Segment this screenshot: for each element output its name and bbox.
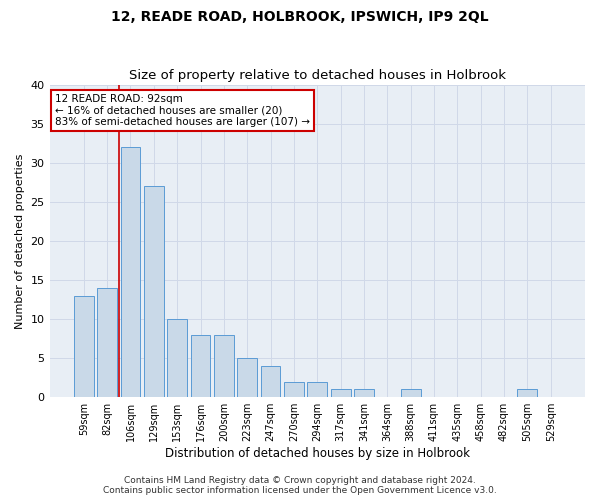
Bar xyxy=(284,382,304,397)
Text: 12 READE ROAD: 92sqm
← 16% of detached houses are smaller (20)
83% of semi-detac: 12 READE ROAD: 92sqm ← 16% of detached h… xyxy=(55,94,310,127)
Bar xyxy=(238,358,257,397)
Bar xyxy=(144,186,164,397)
Bar xyxy=(214,334,234,397)
Title: Size of property relative to detached houses in Holbrook: Size of property relative to detached ho… xyxy=(129,69,506,82)
Bar xyxy=(167,319,187,397)
Bar xyxy=(331,390,350,397)
Bar xyxy=(354,390,374,397)
Bar xyxy=(121,147,140,397)
Text: 12, READE ROAD, HOLBROOK, IPSWICH, IP9 2QL: 12, READE ROAD, HOLBROOK, IPSWICH, IP9 2… xyxy=(111,10,489,24)
Y-axis label: Number of detached properties: Number of detached properties xyxy=(15,153,25,328)
Bar xyxy=(97,288,117,397)
Bar xyxy=(74,296,94,397)
Bar xyxy=(260,366,280,397)
Bar xyxy=(191,334,211,397)
X-axis label: Distribution of detached houses by size in Holbrook: Distribution of detached houses by size … xyxy=(165,447,470,460)
Bar xyxy=(401,390,421,397)
Text: Contains HM Land Registry data © Crown copyright and database right 2024.
Contai: Contains HM Land Registry data © Crown c… xyxy=(103,476,497,495)
Bar xyxy=(517,390,538,397)
Bar xyxy=(307,382,327,397)
